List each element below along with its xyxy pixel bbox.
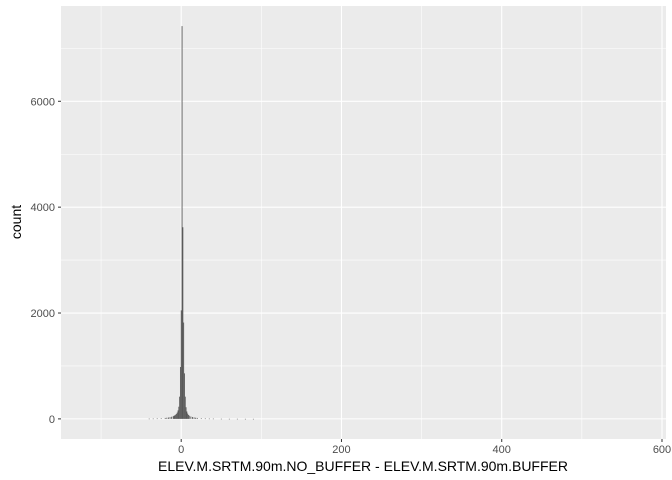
histogram-bar [208,418,210,420]
histogram-bar [164,417,166,419]
y-axis-title: count [8,205,24,239]
x-tick-label: 400 [493,444,511,456]
x-axis: 0 200 400 600 [178,439,671,456]
y-axis: 0 2000 4000 6000 [31,96,61,426]
histogram-bar [148,418,150,420]
y-tick-label: 0 [49,414,55,426]
y-tick-label: 2000 [31,308,55,320]
histogram-bar [192,417,193,419]
histogram-bar [228,418,230,420]
histogram-bar [181,26,183,419]
histogram-bar [195,417,197,419]
histogram-bar [179,367,181,419]
x-tick-label: 0 [178,444,184,456]
histogram-bar [185,407,187,419]
histogram-bar [160,418,162,419]
histogram-bar [174,415,176,419]
x-tick-label: 200 [332,444,350,456]
minor-gridlines [61,6,666,439]
histogram-bar [177,410,179,419]
histogram-bars [148,26,254,420]
histogram-bar [156,418,158,420]
histogram-bar [171,416,173,419]
histogram-bar [179,396,181,419]
histogram-bar [187,413,189,419]
histogram-bar [188,414,189,419]
histogram-bar [152,418,154,420]
histogram-bar [190,416,192,419]
histogram-bar [252,418,254,420]
histogram-bar [186,411,188,419]
histogram-bar [178,406,180,419]
histogram-bar [184,373,185,419]
plot-panel [61,6,666,439]
histogram-bar [166,417,168,419]
histogram-bar [196,417,198,419]
histogram-bar [182,227,184,419]
y-tick-label: 4000 [31,202,55,214]
histogram-bar [169,417,171,419]
histogram-bar [236,418,238,420]
histogram-bar [184,396,186,419]
histogram-bar [193,417,195,419]
histogram-bar [167,417,169,419]
histogram-bar [188,415,190,419]
histogram-bar [220,418,222,420]
y-tick-label: 6000 [31,96,55,108]
major-gridlines [61,6,666,439]
histogram-bar [172,416,174,419]
histogram-bar [175,413,177,419]
histogram-bar [244,418,246,420]
histogram-bar [175,414,177,419]
histogram-bar [176,412,178,419]
histogram-bar [183,322,185,419]
x-axis-title: ELEV.M.SRTM.90m.NO_BUFFER - ELEV.M.SRTM.… [158,458,568,474]
histogram-bar [204,418,206,420]
x-tick-label: 600 [653,444,671,456]
histogram-bar [200,418,202,419]
histogram-bar [212,418,214,420]
histogram-bar [180,310,182,419]
histogram-bar [173,415,175,419]
